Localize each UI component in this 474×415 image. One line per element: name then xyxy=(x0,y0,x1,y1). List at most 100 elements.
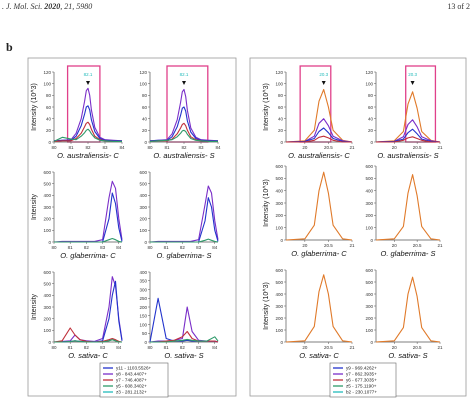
x-tick-label: 81 xyxy=(68,345,74,350)
y-tick-label: 600 xyxy=(43,170,51,175)
x-tick-label: 81 xyxy=(68,245,74,250)
y-tick-label: 0 xyxy=(280,238,283,243)
chart-title: O. australiensis- S xyxy=(377,151,438,160)
series-line-purple xyxy=(53,276,123,343)
chart-3: 0 100 200 300 400 500 600 80 81 82 83 84 Intensity O.… xyxy=(31,170,123,260)
x-tick-label: 21 xyxy=(437,345,443,350)
y-tick-label: 120 xyxy=(139,70,147,75)
chart-10: 0 100 200 300 400 500 600 20 20.5 21O. glaberrima… xyxy=(365,164,443,258)
y-tick-label: 80 xyxy=(368,93,374,98)
legend-entry: y9 - 969.4262+ xyxy=(346,366,377,371)
chart-title: O. australiensis- S xyxy=(153,151,214,160)
x-tick-label: 83 xyxy=(100,245,106,250)
y-tick-label: 100 xyxy=(275,81,283,86)
legend-entry: z5 - 175.1190+ xyxy=(346,384,377,389)
x-tick-label: 81 xyxy=(164,245,170,250)
series-line-blue xyxy=(375,128,441,143)
series-line-blue xyxy=(149,106,218,142)
y-tick-label: 500 xyxy=(365,176,373,181)
y-tick-label: 100 xyxy=(43,328,51,333)
chart-11: 0 100 200 300 400 500 600 20 20.5 21 Intensity (10… xyxy=(263,268,355,360)
chart-title: O. glaberrima- S xyxy=(156,251,211,260)
x-tick-label: 20 xyxy=(392,243,398,248)
series-line-blue xyxy=(150,197,219,243)
series-line-blue xyxy=(54,280,123,343)
y-tick-label: 300 xyxy=(275,304,283,309)
y-tick-label: 60 xyxy=(142,105,148,110)
series-line-blue xyxy=(285,127,353,143)
chart-title: O. glaberrima- C xyxy=(60,251,116,260)
series-line-red xyxy=(376,136,440,143)
peak-annotation: 82.1 xyxy=(84,72,93,77)
series-line-green xyxy=(150,238,219,243)
y-tick-label: 300 xyxy=(139,287,147,292)
y-tick-label: 500 xyxy=(365,280,373,285)
y-tick-label: 150 xyxy=(139,314,147,319)
y-tick-label: 100 xyxy=(275,225,283,230)
x-tick-label: 84 xyxy=(212,245,218,250)
article-number: 5980 xyxy=(76,2,93,11)
y-tick-label: 40 xyxy=(46,116,52,121)
series-line-orange xyxy=(285,274,353,343)
x-tick-label: 83 xyxy=(196,345,202,350)
journal-name: . J. Mol. Sci. xyxy=(2,2,43,11)
y-tick-label: 600 xyxy=(139,170,147,175)
y-tick-label: 120 xyxy=(43,70,51,75)
y-tick-label: 400 xyxy=(365,292,373,297)
series-line-red xyxy=(53,121,122,142)
y-tick-label: 400 xyxy=(365,188,373,193)
series-line-green xyxy=(53,128,122,142)
chart-6: 0 50 100 150 200 250 300 350 400 80 81 82 83 84 O. sat… xyxy=(139,270,219,360)
y-tick-label: 500 xyxy=(43,181,51,186)
chart-title: O. australiensis- C xyxy=(57,151,119,160)
chart-title: O. sativa- C xyxy=(299,351,339,360)
y-tick-label: 100 xyxy=(365,225,373,230)
x-tick-label: 21 xyxy=(349,243,355,248)
legend-entry: y7 - 746.4087+ xyxy=(116,378,147,383)
x-tick-label: 20.5 xyxy=(324,345,333,350)
y-tick-label: 100 xyxy=(365,328,373,333)
x-tick-label: 82 xyxy=(180,345,186,350)
y-tick-label: 300 xyxy=(43,305,51,310)
y-axis-label: Intensity (10^3) xyxy=(31,83,38,131)
y-tick-label: 400 xyxy=(43,293,51,298)
x-tick-label: 83 xyxy=(196,245,202,250)
y-tick-label: 20 xyxy=(278,128,284,133)
y-tick-label: 20 xyxy=(46,128,52,133)
y-tick-label: 120 xyxy=(275,70,283,75)
x-tick-label: 20.5 xyxy=(413,345,422,350)
x-tick-label: 80 xyxy=(51,345,57,350)
y-tick-label: 600 xyxy=(275,164,283,169)
peak-marker xyxy=(410,81,415,85)
series-line-orange xyxy=(375,91,441,143)
y-tick-label: 60 xyxy=(368,105,374,110)
y-tick-label: 600 xyxy=(43,270,51,275)
journal-citation: . J. Mol. Sci. 2020, 21, 5980 xyxy=(2,2,92,11)
chart-title: O. australiensis- C xyxy=(288,151,350,160)
y-tick-label: 0 xyxy=(370,340,373,345)
y-axis-label: Intensity (10^3) xyxy=(263,282,270,330)
legend-entry: y11 - 1103.5526+ xyxy=(116,366,152,371)
chart-title: O. glaberrima- S xyxy=(380,249,435,258)
peak-annotation: 82.1 xyxy=(180,72,189,77)
series-line-green xyxy=(54,237,123,243)
legend-entry: z3 - 281.2132+ xyxy=(116,390,147,395)
y-tick-label: 80 xyxy=(278,93,284,98)
x-tick-label: 20 xyxy=(392,145,398,150)
y-tick-label: 60 xyxy=(278,105,284,110)
series-line-purple xyxy=(375,119,441,143)
y-axis-label: Intensity (10^3) xyxy=(263,179,270,227)
x-tick-label: 82 xyxy=(181,145,187,150)
x-tick-label: 80 xyxy=(147,345,153,350)
series-line-purple xyxy=(149,185,219,243)
y-tick-label: 500 xyxy=(275,280,283,285)
right-legend: y9 - 969.4262+y7 - 862.3935+y6 - 677.303… xyxy=(329,362,397,398)
page-header: . J. Mol. Sci. 2020, 21, 5980 13 of 2 xyxy=(0,0,474,14)
x-tick-label: 20.5 xyxy=(413,243,422,248)
chart-12: 0 100 200 300 400 500 600 20 20.5 21 O. sativa- S xyxy=(365,268,443,360)
y-tick-label: 0 xyxy=(370,140,373,145)
series-line-blue xyxy=(54,192,123,243)
y-tick-label: 0 xyxy=(280,140,283,145)
y-tick-label: 300 xyxy=(365,201,373,206)
